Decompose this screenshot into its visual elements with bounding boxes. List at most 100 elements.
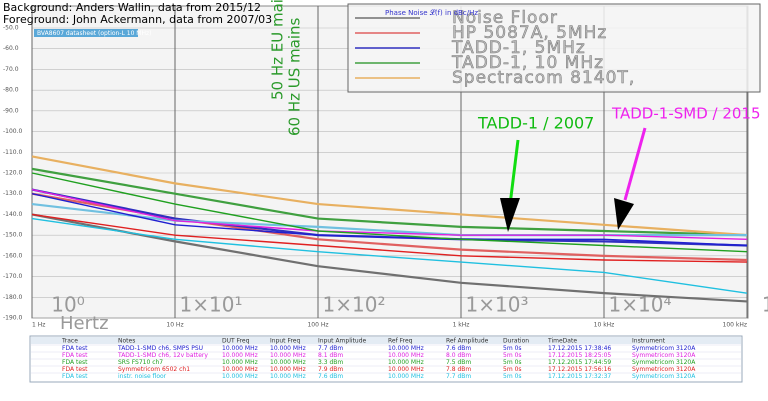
background-x-tick-label: 1×10² (323, 293, 386, 317)
series-line (31, 193, 748, 247)
table-cell: FDA test (62, 345, 88, 352)
table-cell: 17.12.2015 17:44:59 (548, 359, 611, 366)
y-tick-label: -160.0 (3, 252, 23, 259)
annotation: TADD-1 / 2007 (477, 114, 594, 133)
table-cell: 3.3 dBm (318, 359, 343, 366)
y-tick-label: -190.0 (3, 315, 23, 322)
table-header-bg (31, 337, 741, 344)
table-cell: Symmetricom 3120A (632, 366, 696, 373)
table-cell: Symmetricom 3120A (632, 373, 696, 380)
y-tick-label: -70.0 (3, 66, 19, 73)
table-cell: 10.000 MHz (222, 352, 258, 359)
series-line (31, 213, 748, 303)
table-cell: 17.12.2015 17:38:46 (548, 345, 611, 352)
x-tick-label: 10 Hz (166, 322, 183, 329)
table-cell: Symmetricom 3120A (632, 359, 696, 366)
table-cell: 8.0 dBm (446, 352, 471, 359)
annotation: TADD-1-SMD / 2015 (611, 105, 761, 123)
table-cell: 7.7 dBm (318, 345, 343, 352)
table-cell: FDA test (62, 373, 88, 380)
table-cell: 17.12.2015 17:32:37 (548, 373, 611, 380)
x-tick-label: 100 kHz (723, 322, 748, 329)
table-cell: 10.000 MHz (388, 366, 424, 373)
series-line (31, 213, 748, 263)
y-tick-label: -150.0 (3, 232, 23, 239)
datasheet-label-box (34, 29, 138, 37)
x-tick-label: 1 Hz (32, 322, 45, 329)
series-line (31, 155, 748, 237)
legend-label: Spectracom 8140T, (452, 68, 635, 88)
y-tick-label: -50.0 (3, 25, 19, 32)
table-cell: 5m 0s (503, 366, 522, 373)
y-tick-label: -110.0 (3, 149, 23, 156)
x-tick-label: 10 kHz (594, 322, 615, 329)
table-cell: instr. noise floor (118, 373, 167, 380)
table-header: Input Freq (270, 338, 300, 345)
background-x-tick-label: 1×10³ (466, 293, 529, 317)
legend-label: TADD-1, 10 MHz (451, 53, 604, 73)
table-header: Instrument (632, 338, 666, 345)
table-cell: 10.000 MHz (270, 366, 306, 373)
y-tick-label: -100.0 (3, 128, 23, 135)
table-cell: 10.000 MHz (388, 345, 424, 352)
arrowhead (614, 198, 634, 230)
y-tick-label: -90.0 (3, 107, 19, 114)
background-x-tick-label: 1×1 (762, 293, 768, 317)
table-header: Input Amplitude (318, 338, 366, 345)
x-tick-label: 1 kHz (453, 322, 470, 329)
table-header: Duration (503, 338, 529, 345)
table-cell: 8.1 dBm (318, 352, 343, 359)
table-cell: 17.12.2015 18:25:05 (548, 352, 611, 359)
y-tick-label: -60.0 (3, 45, 19, 52)
y-tick-label: -130.0 (3, 190, 23, 197)
y-tick-label: -170.0 (3, 273, 23, 280)
series-line (31, 217, 748, 294)
header-line: Foreground: John Ackermann, data from 20… (3, 13, 272, 26)
table-cell: 7.7 dBm (446, 373, 471, 380)
table-cell: 10.000 MHz (222, 345, 258, 352)
table-cell: Symmetricom 3120A (632, 352, 696, 359)
y-tick-label: -180.0 (3, 294, 23, 301)
table-cell: Symmetricom 3120A (632, 345, 696, 352)
table-cell: 5m 0s (503, 373, 522, 380)
table-header: Ref Freq (388, 338, 413, 345)
table-cell: 10.000 MHz (270, 345, 306, 352)
table-cell: 10.000 MHz (222, 373, 258, 380)
table-header: Ref Amplitude (446, 338, 489, 345)
table-cell: 10.000 MHz (388, 359, 424, 366)
table-cell: FDA test (62, 359, 88, 366)
table-cell: 7.8 dBm (446, 366, 471, 373)
series-line (31, 172, 748, 253)
table-cell: 5m 0s (503, 345, 522, 352)
table-cell: 7.5 dBm (446, 359, 471, 366)
y-tick-label: -140.0 (3, 211, 23, 218)
series-line (31, 188, 748, 240)
background-x-tick-label: 1×10¹ (180, 293, 243, 317)
legend-label: HP 5087A, 5MHz (452, 23, 607, 43)
table-cell: Symmetricom 6502 ch1 (118, 366, 190, 373)
table-cell: 10.000 MHz (388, 373, 424, 380)
table-header: Notes (118, 338, 135, 345)
table-header: DUT Freq (222, 338, 250, 345)
table-cell: 7.6 dBm (318, 373, 343, 380)
table-cell: 10.000 MHz (222, 359, 258, 366)
table-cell: 10.000 MHz (388, 352, 424, 359)
legend-label: TADD-1, 5MHz (451, 38, 586, 58)
background-x-tick-label: 10⁰ (51, 293, 84, 317)
annotation: 60 Hz US mains (286, 17, 304, 136)
y-tick-label: -120.0 (3, 170, 23, 177)
table-cell: TADD-1-SMD ch6, SMPS PSU (117, 345, 203, 352)
table-cell: 7.9 dBm (318, 366, 343, 373)
annotation: 50 Hz EU mains (269, 0, 287, 100)
table-cell: 5m 0s (503, 352, 522, 359)
table-cell: TADD-1-SMD ch6, 12v battery (117, 352, 208, 359)
datasheet-label: BVA8607 datasheet (option-L 10 MHz) (37, 30, 151, 37)
arrow (508, 139, 520, 206)
table-cell: 10.000 MHz (222, 366, 258, 373)
background-x-label: Hertz (60, 313, 109, 334)
arrow (623, 127, 647, 201)
table-cell: 17.12.2015 17:56:16 (548, 366, 611, 373)
table-cell: 10.000 MHz (270, 352, 306, 359)
table-header: TimeDate (547, 338, 577, 345)
